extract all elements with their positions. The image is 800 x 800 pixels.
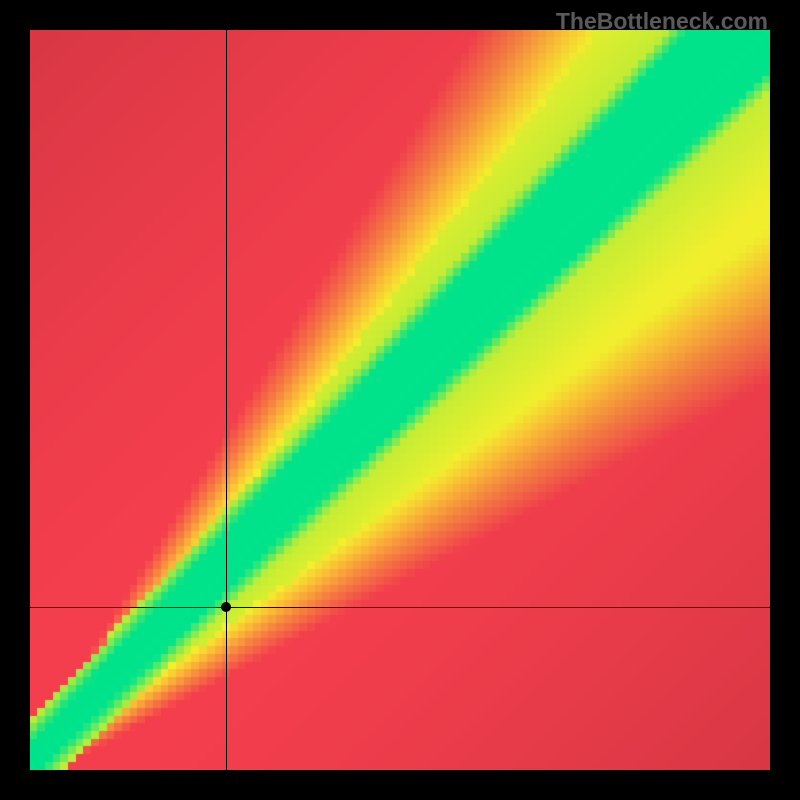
chart-container: TheBottleneck.com	[0, 0, 800, 800]
plot-area	[30, 30, 770, 770]
bottleneck-heatmap	[30, 30, 770, 770]
crosshair-horizontal	[30, 607, 770, 608]
data-point-marker	[221, 602, 231, 612]
watermark-text: TheBottleneck.com	[556, 8, 768, 35]
crosshair-vertical	[226, 30, 227, 770]
